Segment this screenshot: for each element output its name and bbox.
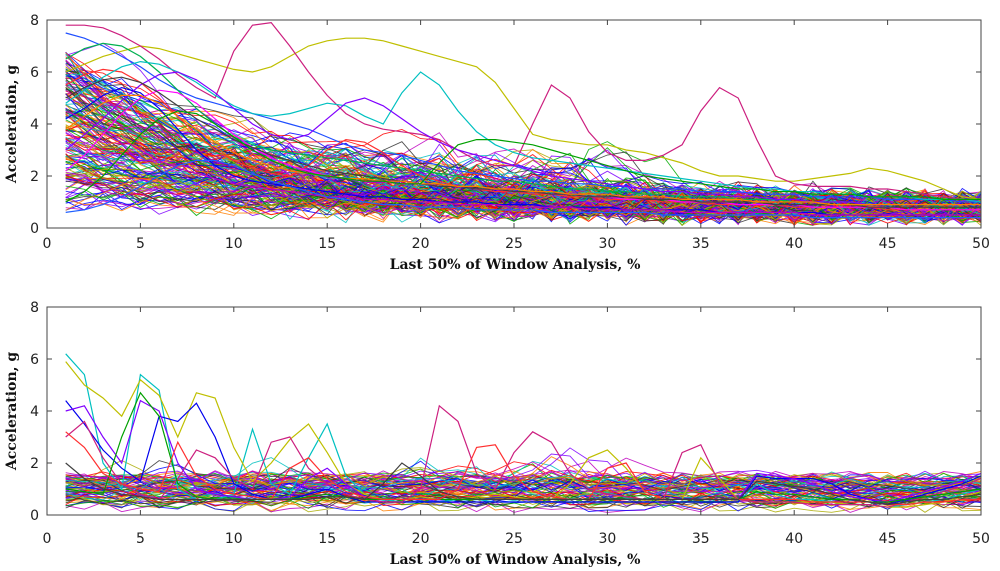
bottom-x-tick-label: 10 <box>225 531 243 547</box>
top-series-line-11 <box>65 110 981 203</box>
top-series-line-0 <box>65 37 981 200</box>
top-series-line-13 <box>65 159 981 219</box>
bottom-x-tick-label: 20 <box>412 531 430 547</box>
top-background-trace <box>65 128 981 221</box>
top-x-tick-label: 40 <box>785 236 803 252</box>
bottom-x-tick-label: 50 <box>972 531 990 547</box>
top-x-tick-label: 35 <box>692 236 710 252</box>
bottom-chart-series-lines <box>65 353 981 513</box>
bottom-background-trace <box>65 457 981 490</box>
bottom-chart-x-axis-title: Last 50% of Window Analysis, % <box>390 552 641 568</box>
bottom-background-trace <box>65 467 981 487</box>
bottom-background-trace <box>65 487 981 509</box>
bottom-y-tick-label: 8 <box>30 300 39 316</box>
bottom-x-tick-label: 25 <box>505 531 523 547</box>
top-chart-ticks: 0 5 10 15 20 25 30 35 40 45 50 0 2 4 6 8 <box>30 13 990 252</box>
top-series-line-2 <box>65 32 981 203</box>
bottom-x-tick-label: 40 <box>785 531 803 547</box>
top-y-tick-label: 8 <box>30 13 39 29</box>
top-background-trace <box>65 52 981 219</box>
bottom-series-line-7 <box>65 462 981 506</box>
bottom-x-tick-label: 15 <box>318 531 336 547</box>
top-x-tick-label: 30 <box>598 236 616 252</box>
top-y-tick-label: 2 <box>30 169 39 185</box>
top-background-trace <box>65 142 981 226</box>
top-y-tick-label: 6 <box>30 65 39 81</box>
bottom-chart-ticks: 0 5 10 15 20 25 30 35 40 45 50 0 2 4 6 8 <box>30 300 990 547</box>
top-x-tick-label: 50 <box>972 236 990 252</box>
top-x-tick-label: 20 <box>412 236 430 252</box>
top-y-tick-label: 4 <box>30 117 39 133</box>
bottom-chart-y-axis-title: Acceleration, g <box>4 352 20 472</box>
bottom-x-tick-label: 5 <box>136 531 145 547</box>
top-chart-y-axis-title: Acceleration, g <box>4 65 20 185</box>
top-y-tick-label: 0 <box>30 221 39 237</box>
top-series-line-1 <box>65 21 981 203</box>
top-x-tick-label: 0 <box>43 236 52 252</box>
bottom-x-tick-label: 0 <box>43 531 52 547</box>
top-x-tick-label: 5 <box>136 236 145 252</box>
bottom-chart-panel: 0 5 10 15 20 25 30 35 40 45 50 0 2 4 6 8 Last 50% of Wi… <box>4 300 990 568</box>
bottom-x-tick-label: 35 <box>692 531 710 547</box>
top-x-tick-label: 25 <box>505 236 523 252</box>
top-chart-series-lines <box>65 21 981 227</box>
top-x-tick-label: 15 <box>318 236 336 252</box>
top-chart-x-axis-title: Last 50% of Window Analysis, % <box>390 257 641 273</box>
bottom-y-tick-label: 2 <box>30 456 39 472</box>
top-series-line-12 <box>65 110 981 216</box>
top-series-line-10 <box>65 94 981 206</box>
bottom-y-tick-label: 0 <box>30 508 39 524</box>
bottom-x-tick-label: 30 <box>598 531 616 547</box>
top-x-tick-label: 45 <box>879 236 897 252</box>
top-background-trace <box>65 177 981 225</box>
bottom-series-line-2 <box>65 400 981 506</box>
top-x-tick-label: 10 <box>225 236 243 252</box>
top-background-trace <box>65 74 981 214</box>
bottom-y-tick-label: 6 <box>30 352 39 368</box>
bottom-x-tick-label: 45 <box>879 531 897 547</box>
bottom-series-line-3 <box>65 404 981 508</box>
top-series-line-7 <box>65 71 981 206</box>
top-background-trace <box>65 180 981 223</box>
top-chart-panel: 0 5 10 15 20 25 30 35 40 45 50 0 2 4 6 8 Last 50% of Wi… <box>4 13 990 273</box>
bottom-y-tick-label: 4 <box>30 404 39 420</box>
bottom-series-line-6 <box>65 431 981 506</box>
bottom-background-trace <box>65 457 981 484</box>
bottom-background-trace <box>65 495 981 509</box>
